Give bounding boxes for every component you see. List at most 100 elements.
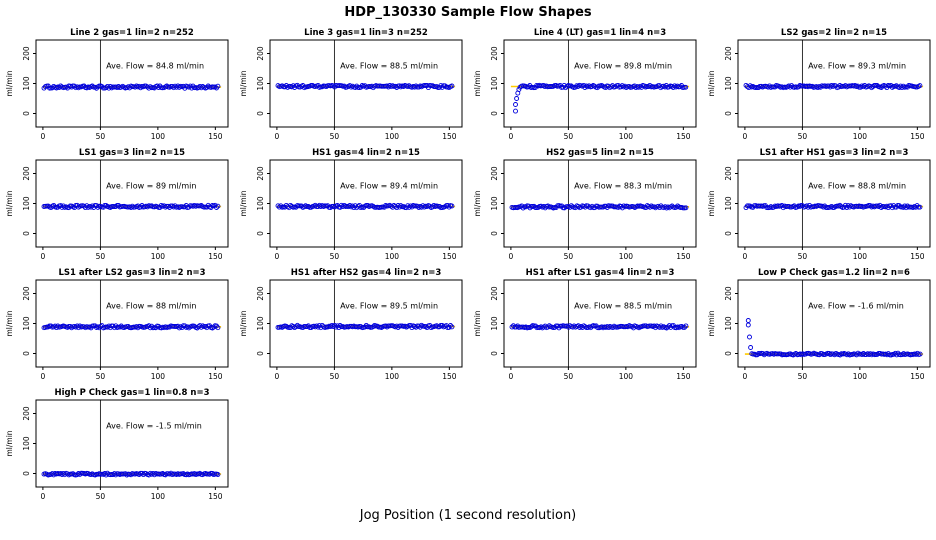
plot-box (737, 159, 931, 248)
x-tick-label: 50 (564, 252, 574, 261)
y-axis-label: ml/min (473, 310, 482, 336)
panel: LS2 gas=2 lin=2 n=15 Ave. Flow = 89.3 ml/… (707, 28, 931, 141)
y-axis-label: ml/min (707, 310, 716, 336)
y-axis-label: ml/min (239, 190, 248, 216)
data-points (41, 202, 221, 211)
y-tick-label: 100 (490, 76, 499, 91)
x-tick-label: 100 (619, 132, 634, 141)
x-tick-label: 0 (743, 372, 748, 381)
data-points (509, 203, 689, 211)
y-tick-label: 0 (256, 351, 265, 356)
chart-title: HDP_130330 Sample Flow Shapes (344, 5, 592, 20)
data-points (275, 322, 455, 331)
panel: HS2 gas=5 lin=2 n=15 Ave. Flow = 88.3 ml/… (473, 148, 697, 261)
x-tick-label: 150 (442, 132, 457, 141)
data-points (41, 470, 221, 478)
y-tick-label: 200 (256, 46, 265, 61)
data-points (509, 323, 689, 331)
panel-title: Line 2 gas=1 lin=2 n=252 (70, 28, 194, 38)
x-tick-label: 150 (208, 492, 223, 501)
ave-flow-label: Ave. Flow = -1.6 ml/min (808, 302, 904, 311)
x-tick-label: 0 (275, 132, 280, 141)
y-tick-label: 0 (22, 111, 31, 116)
x-tick-label: 100 (151, 492, 166, 501)
x-tick-label: 100 (853, 252, 868, 261)
ave-flow-label: Ave. Flow = 88.8 ml/min (808, 182, 906, 191)
y-tick-label: 0 (724, 351, 733, 356)
x-tick-label: 0 (509, 252, 514, 261)
y-tick-label: 200 (724, 286, 733, 301)
y-axis-label: ml/min (5, 310, 14, 336)
x-tick-label: 100 (853, 372, 868, 381)
x-tick-label: 0 (41, 372, 46, 381)
x-tick-label: 50 (564, 132, 574, 141)
y-tick-label: 0 (22, 351, 31, 356)
x-tick-label: 0 (743, 132, 748, 141)
y-tick-label: 0 (490, 351, 499, 356)
y-axis-label: ml/min (473, 190, 482, 216)
plot-box (35, 39, 229, 128)
panel: Line 4 (LT) gas=1 lin=4 n=3 Ave. Flow = 8… (473, 28, 697, 141)
x-tick-label: 0 (509, 132, 514, 141)
y-tick-label: 0 (256, 231, 265, 236)
y-tick-label: 200 (490, 166, 499, 181)
x-tick-label: 100 (853, 132, 868, 141)
y-tick-label: 200 (256, 166, 265, 181)
ave-flow-label: Ave. Flow = 88.5 ml/min (574, 302, 672, 311)
y-tick-label: 200 (22, 166, 31, 181)
x-tick-label: 0 (41, 252, 46, 261)
data-points (41, 323, 221, 331)
data-points (745, 318, 923, 358)
panel-title: LS1 after LS2 gas=3 lin=2 n=3 (58, 268, 205, 278)
y-axis-label: ml/min (473, 70, 482, 96)
y-tick-label: 0 (256, 111, 265, 116)
x-tick-label: 150 (676, 252, 691, 261)
figure: HDP_130330 Sample Flow Shapes Line 2 gas… (0, 5, 936, 523)
panel-grid: Line 2 gas=1 lin=2 n=252 Ave. Flow = 84.8… (0, 24, 936, 504)
y-tick-label: 200 (490, 286, 499, 301)
panel: Line 2 gas=1 lin=2 n=252 Ave. Flow = 84.8… (5, 28, 229, 141)
ave-flow-label: Ave. Flow = 88 ml/min (106, 302, 196, 311)
panel-title: HS2 gas=5 lin=2 n=15 (546, 148, 654, 158)
plot-box (35, 159, 229, 248)
y-tick-label: 200 (22, 46, 31, 61)
y-tick-label: 100 (22, 436, 31, 451)
x-tick-label: 150 (442, 372, 457, 381)
ave-flow-label: Ave. Flow = 89.8 ml/min (574, 62, 672, 71)
x-tick-label: 100 (619, 252, 634, 261)
x-tick-label: 150 (676, 132, 691, 141)
panel: HS1 gas=4 lin=2 n=15 Ave. Flow = 89.4 ml/… (239, 148, 463, 261)
y-axis-label: ml/min (5, 70, 14, 96)
panel: LS1 after LS2 gas=3 lin=2 n=3 Ave. Flow =… (5, 268, 229, 381)
y-axis-label: ml/min (239, 310, 248, 336)
y-tick-label: 0 (724, 111, 733, 116)
y-tick-label: 0 (22, 471, 31, 476)
x-tick-label: 50 (96, 492, 106, 501)
panel-title: HS1 after LS1 gas=4 lin=2 n=3 (526, 268, 675, 278)
x-tick-label: 100 (619, 372, 634, 381)
y-tick-label: 200 (724, 166, 733, 181)
y-tick-label: 200 (256, 286, 265, 301)
x-tick-label: 0 (41, 492, 46, 501)
x-tick-label: 50 (798, 132, 808, 141)
ave-flow-label: Ave. Flow = 89.3 ml/min (808, 62, 906, 71)
x-tick-label: 100 (151, 132, 166, 141)
panel-title: Line 4 (LT) gas=1 lin=4 n=3 (534, 28, 666, 38)
panel: HS1 after LS1 gas=4 lin=2 n=3 Ave. Flow =… (473, 268, 697, 381)
ave-flow-label: Ave. Flow = -1.5 ml/min (106, 422, 202, 431)
y-tick-label: 0 (490, 231, 499, 236)
x-tick-label: 0 (275, 372, 280, 381)
x-tick-label: 100 (151, 372, 166, 381)
y-tick-label: 200 (22, 286, 31, 301)
x-tick-label: 150 (910, 132, 925, 141)
data-points (743, 202, 923, 211)
ave-flow-label: Ave. Flow = 88.3 ml/min (574, 182, 672, 191)
ave-flow-label: Ave. Flow = 89.4 ml/min (340, 182, 438, 191)
x-tick-label: 0 (41, 132, 46, 141)
y-tick-label: 200 (22, 406, 31, 421)
y-axis-label: ml/min (707, 190, 716, 216)
x-tick-label: 50 (798, 252, 808, 261)
y-tick-label: 100 (724, 76, 733, 91)
x-tick-label: 0 (509, 372, 514, 381)
x-tick-label: 150 (208, 372, 223, 381)
